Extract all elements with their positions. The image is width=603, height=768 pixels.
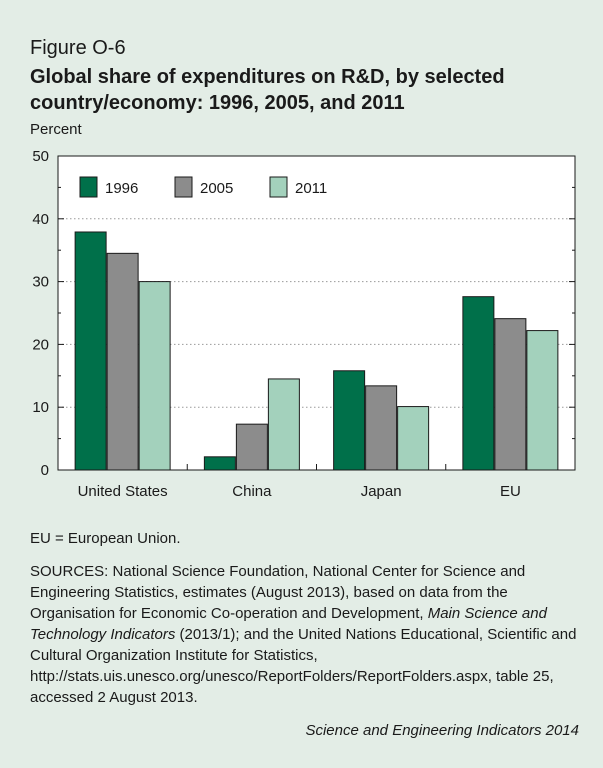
- bar-chart: 0 10 20 30 40 50 United States China Japan EU 1996…: [32, 148, 576, 500]
- bar-2011: [526, 330, 559, 471]
- x-tick-label: Japan: [361, 483, 402, 500]
- x-tick-label: United States: [78, 483, 168, 500]
- sources-note: SOURCES: National Science Foundation, Na…: [30, 561, 590, 708]
- sources-publication-title: Main Science and Technology Indicators: [30, 605, 547, 643]
- bar-2005: [106, 252, 139, 471]
- bar-2011: [267, 378, 300, 471]
- bar-1996: [74, 231, 107, 471]
- legend-label-1996: 1996: [105, 180, 138, 197]
- sources-text-start: SOURCES: National Science Foundation, Na…: [30, 563, 526, 622]
- bar-2011: [138, 281, 171, 471]
- bar-1996: [203, 456, 236, 471]
- legend-label-2011: 2011: [295, 180, 327, 197]
- y-axis-unit-label: Percent: [30, 121, 82, 138]
- legend-swatch-1996: [79, 176, 98, 198]
- sources-text-end: (2013/1); and the United Nations Educati…: [30, 626, 577, 706]
- legend-swatch-2005: [174, 176, 193, 198]
- y-tick-label: 0: [41, 462, 49, 479]
- figure-label: Figure O-6: [30, 37, 126, 59]
- x-tick-label: EU: [500, 483, 521, 500]
- source-credit: Science and Engineering Indicators 2014: [305, 722, 579, 739]
- legend-swatch-2011: [269, 176, 288, 198]
- bar-2005: [365, 385, 398, 471]
- y-tick-label: 30: [32, 274, 49, 291]
- y-tick-label: 40: [32, 211, 49, 228]
- y-tick-label: 50: [32, 148, 49, 165]
- abbreviation-note: EU = European Union.: [30, 530, 181, 547]
- bar-2005: [235, 423, 268, 471]
- chart-title: Global share of expenditures on R&D, by …: [30, 66, 505, 114]
- chart-notes: EU = European Union. SOURCES: National S…: [30, 528, 590, 708]
- bar-2005: [494, 318, 527, 471]
- y-tick-label: 20: [32, 336, 49, 353]
- x-tick-label: China: [232, 483, 272, 500]
- bar-1996: [333, 370, 366, 471]
- plot-frame: [57, 155, 576, 471]
- legend-label-2005: 2005: [200, 180, 233, 197]
- y-tick-label: 10: [32, 399, 49, 416]
- bar-1996: [462, 296, 495, 471]
- bar-2011: [397, 406, 430, 471]
